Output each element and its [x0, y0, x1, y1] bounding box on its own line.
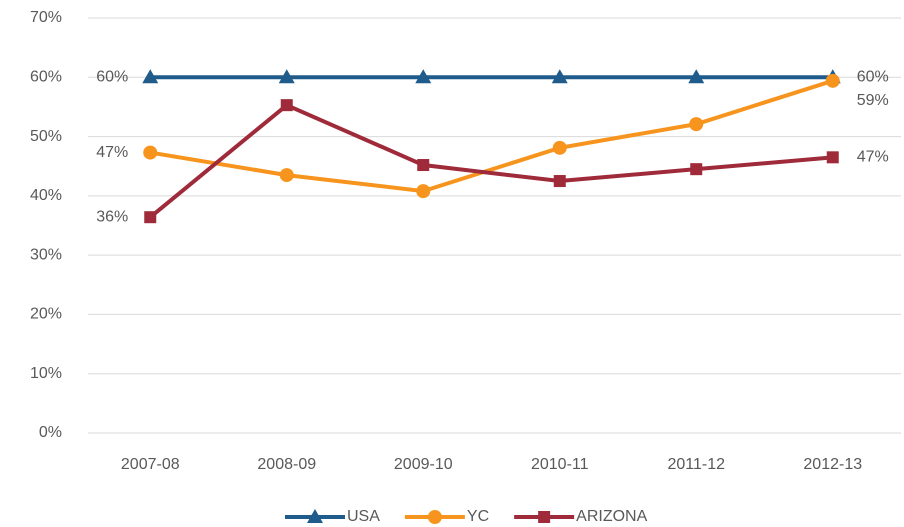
legend-label: ARIZONA [576, 508, 647, 525]
marker [825, 73, 840, 88]
data-label: 60% [96, 69, 128, 86]
data-label: 60% [857, 69, 889, 86]
marker [826, 151, 839, 164]
marker [688, 69, 705, 84]
marker [416, 184, 431, 199]
marker [551, 69, 568, 84]
y-tick-label: 40% [30, 187, 62, 204]
x-tick-label: 2008-09 [257, 456, 316, 473]
data-label: 47% [857, 149, 889, 166]
marker [415, 69, 432, 84]
x-tick-label: 2011-12 [667, 456, 725, 473]
legend-marker [307, 509, 323, 523]
marker [144, 211, 157, 224]
marker [142, 69, 159, 84]
marker [690, 163, 703, 176]
data-label: 47% [96, 144, 128, 161]
x-tick-label: 2010-11 [531, 456, 589, 473]
y-tick-label: 30% [30, 246, 62, 263]
marker [143, 145, 158, 160]
legend-label: USA [347, 508, 380, 525]
marker [689, 117, 704, 132]
y-tick-label: 70% [30, 9, 62, 26]
legend-label: YC [467, 508, 489, 525]
series-line [148, 102, 833, 219]
data-label: 36% [96, 208, 128, 225]
marker [552, 140, 567, 155]
legend-marker [538, 511, 551, 523]
series-line [149, 78, 834, 194]
y-tick-label: 0% [39, 424, 62, 441]
y-tick-label: 50% [30, 128, 62, 145]
legend-marker [427, 510, 442, 524]
y-tick-label: 10% [30, 365, 62, 382]
y-tick-label: 20% [30, 306, 62, 323]
marker [417, 159, 430, 172]
x-tick-label: 2012-13 [803, 456, 862, 473]
x-tick-label: 2009-10 [394, 456, 453, 473]
marker [553, 175, 566, 188]
x-tick-label: 2007-08 [121, 456, 180, 473]
marker [280, 99, 293, 112]
marker [278, 69, 295, 84]
y-tick-label: 60% [30, 69, 62, 86]
marker [279, 168, 294, 183]
data-label: 59% [857, 92, 889, 109]
